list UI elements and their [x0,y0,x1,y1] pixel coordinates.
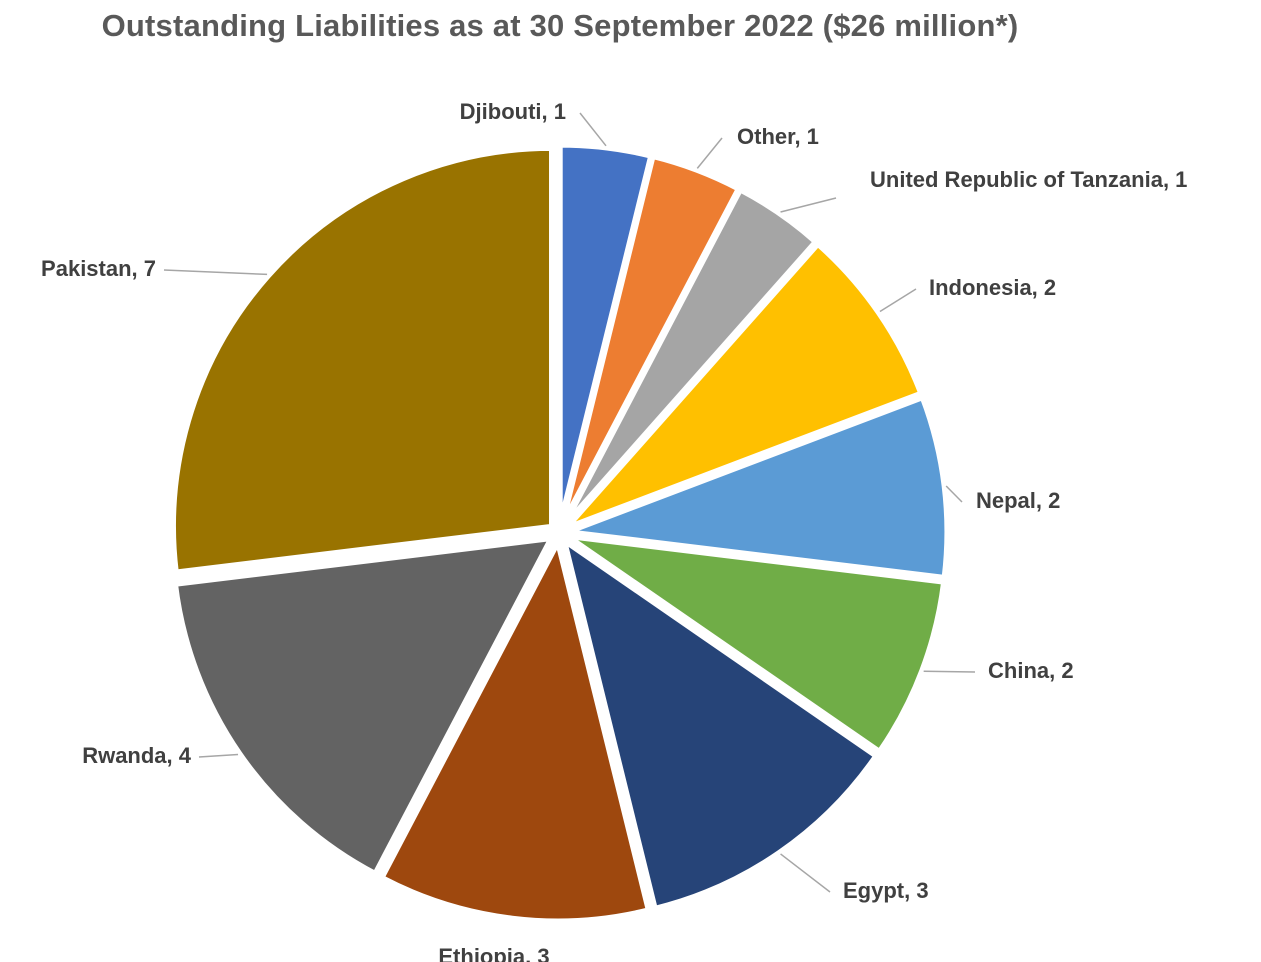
data-label-other: Other, 1 [737,124,819,149]
leader-line [696,137,723,169]
leader-line [923,670,976,673]
leader-line [780,853,831,893]
pie-slice-china [566,534,947,755]
data-label-djibouti: Djibouti, 1 [460,99,566,124]
pie-slice-pakistan [171,145,555,575]
leader-line [198,753,239,758]
pie-slice-united-republic-of-tanzania [562,186,819,527]
pie-slice-ethiopia [378,535,652,924]
leader-line [163,269,268,276]
leader-line [945,485,963,503]
data-label-china: China, 2 [988,658,1074,683]
data-label-pakistan: Pakistan, 7 [41,256,156,281]
leader-line [879,288,917,313]
data-label-rwanda: Rwanda, 4 [82,743,192,768]
leader-line [780,197,837,213]
pie-slice-rwanda [172,535,556,877]
data-label-nepal: Nepal, 2 [976,488,1060,513]
data-label-united-republic-of-tanzania: United Republic of Tanzania, 1 [870,167,1187,192]
pie-slice-egypt [560,535,880,912]
data-label-ethiopia: Ethiopia, 3 [438,944,549,962]
data-label-indonesia: Indonesia, 2 [929,275,1056,300]
chart-title: Outstanding Liabilities as at 30 Septemb… [101,8,1019,43]
pie-slice-indonesia [565,240,924,530]
pie-slice-nepal [568,394,950,581]
data-label-egypt: Egypt, 3 [843,878,929,903]
leader-line [579,112,607,147]
